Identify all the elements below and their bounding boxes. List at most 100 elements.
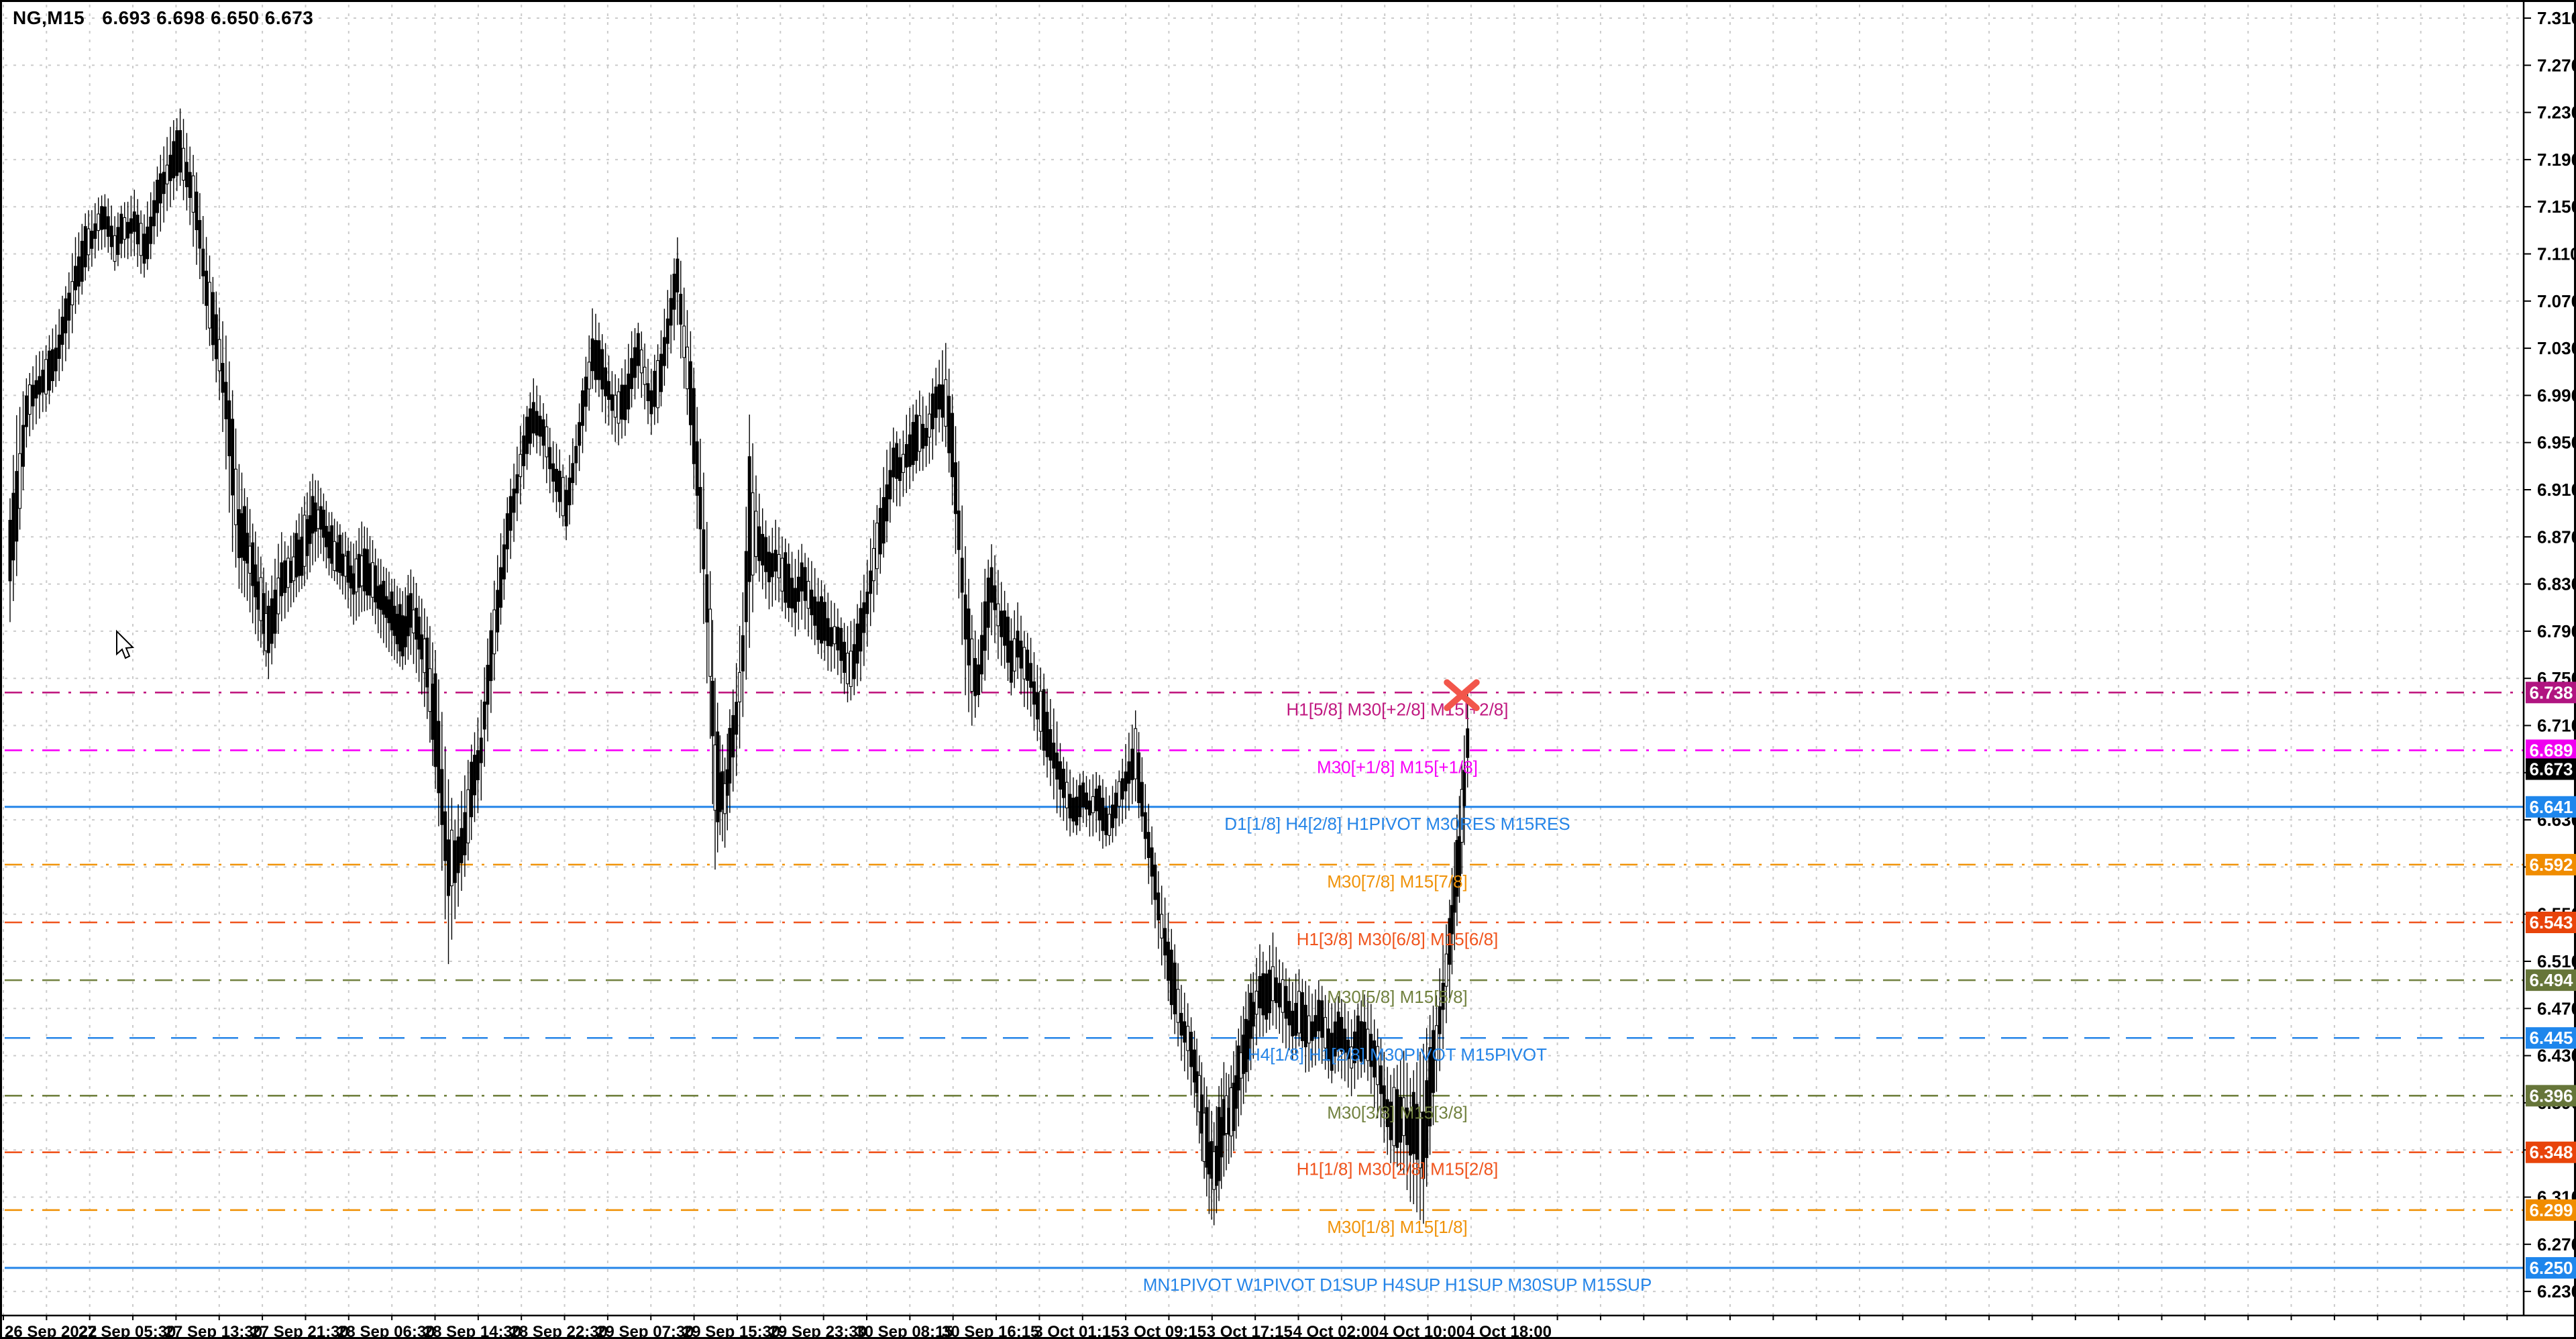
candle-body (357, 553, 361, 588)
candle-body (496, 590, 500, 633)
candle-body (1111, 804, 1114, 828)
grid-vertical-lines (3, 5, 2508, 1316)
candle-body (898, 457, 902, 481)
candle-body (747, 456, 751, 582)
candle-body (415, 608, 419, 640)
candle-body (780, 557, 784, 592)
candle-body (1085, 792, 1088, 810)
level-price-badge: 6.396 (2526, 1085, 2576, 1107)
candle-body (561, 477, 565, 517)
candle-body (1254, 990, 1258, 1015)
candle-body (777, 553, 781, 578)
candlesticks[interactable] (8, 108, 1470, 1226)
candle-body (360, 555, 364, 586)
candle-body (492, 609, 496, 655)
candle-body (1157, 892, 1161, 920)
candle-body (139, 223, 143, 256)
candle-body (1287, 1001, 1291, 1026)
candle-body (165, 164, 169, 184)
candle-body (237, 509, 241, 558)
candle-body (390, 591, 394, 631)
pivot-level-label: MN1PIVOT W1PIVOT D1SUP H4SUP H1SUP M30SU… (1143, 1275, 1652, 1295)
candle-body (836, 627, 840, 651)
badge-background (2526, 912, 2576, 934)
candle-body (1324, 1017, 1328, 1049)
time-tick-label: 29 Sep 07:30 (596, 1323, 694, 1339)
candle-body (205, 270, 209, 306)
candle-body (989, 567, 994, 603)
candle-body (627, 373, 631, 410)
candle-body (338, 535, 342, 574)
candle-body (843, 641, 847, 673)
candle-body (18, 453, 22, 509)
candle-body (1460, 789, 1464, 843)
candle-body (908, 434, 912, 467)
candle-body (221, 363, 225, 393)
candle-body (502, 544, 506, 580)
candle-body (1127, 761, 1131, 784)
candle-body (392, 606, 396, 636)
candle-body (499, 567, 502, 608)
candle-body (1052, 743, 1056, 769)
time-tick-label: 28 Sep 14:30 (424, 1323, 521, 1339)
candle-body (1258, 975, 1262, 1008)
candle-body (1055, 752, 1059, 780)
candle-body (1376, 1046, 1380, 1085)
candle-body (400, 615, 405, 657)
candle-body (616, 391, 621, 424)
candle-body (1140, 782, 1144, 817)
pivot-level-label: H1[3/8] M30[6/8] M15[6/8] (1297, 929, 1499, 949)
candle-body (770, 553, 774, 578)
level-price-badge: 6.738 (2526, 682, 2576, 704)
candle-body (505, 513, 509, 549)
candle-body (423, 638, 427, 674)
candle-body (735, 702, 739, 735)
candle-body (1307, 1015, 1311, 1044)
candle-bodies (8, 130, 1470, 1190)
candle-body (1234, 1075, 1238, 1109)
time-tick-label: 29 Sep 23:30 (769, 1323, 867, 1339)
candle-body (508, 496, 513, 531)
candle-body (885, 484, 889, 522)
candle-body (486, 665, 490, 705)
candle-body (1421, 1111, 1426, 1179)
candle-body (1281, 979, 1285, 1013)
candle-body (324, 525, 328, 547)
price-axis[interactable]: 7.310 7.270 7.230 7.190 7.150 7.110 7.070 7.030… (2524, 8, 2576, 1301)
candle-body (705, 574, 709, 623)
candle-body (597, 340, 601, 380)
candle-body (806, 580, 810, 609)
candle-body (1303, 1004, 1307, 1048)
candle-body (409, 593, 413, 628)
candle-body (1291, 1010, 1295, 1036)
candle-body (921, 423, 925, 449)
candle-body (610, 394, 614, 411)
candle-body (581, 390, 584, 426)
candle-body (1359, 1021, 1363, 1062)
candle-body (251, 542, 255, 586)
candle-body (692, 388, 696, 464)
chart-title: NG,M15 6.693 6.698 6.650 6.673 (13, 7, 331, 29)
candle-body (482, 701, 486, 730)
candle-body (184, 162, 189, 188)
candle-body (515, 474, 519, 494)
candle-body (1003, 610, 1007, 646)
candle-body (1326, 1028, 1330, 1061)
candle-body (1078, 785, 1082, 818)
sell-cross-marker[interactable] (1444, 679, 1480, 712)
candle-body (368, 563, 372, 596)
candle-body (1000, 610, 1004, 637)
candle-body (751, 492, 755, 576)
candle-body (1271, 966, 1275, 1002)
candle-body (1042, 689, 1046, 751)
candle-body (1369, 1034, 1373, 1067)
time-tick-label: 30 Sep 08:15 (855, 1323, 953, 1339)
price-tick-label: 7.030 (2537, 338, 2576, 358)
badge-price-text: 6.348 (2529, 1142, 2573, 1163)
candle-body (604, 367, 608, 396)
candle-body (892, 447, 896, 478)
cross-stroke (1444, 679, 1480, 712)
candle-body (433, 673, 437, 767)
